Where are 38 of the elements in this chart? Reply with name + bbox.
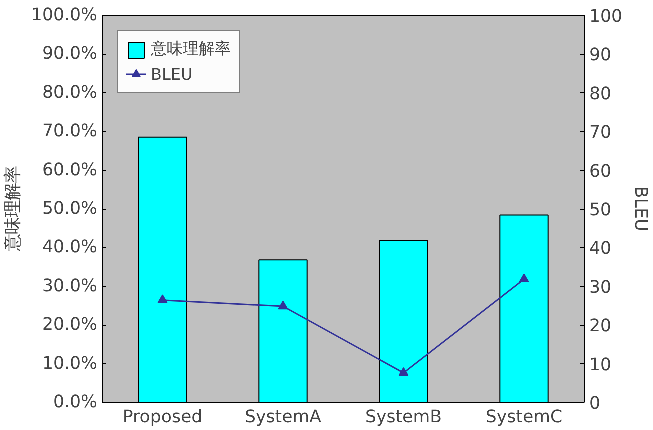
x-tick-label: SystemC	[486, 408, 563, 428]
y-tick-label: 20.0%	[42, 315, 98, 336]
y-tick-label: 80.0%	[42, 82, 98, 103]
y-tick-label: 90.0%	[42, 44, 98, 64]
y2-tick-label: 100	[590, 7, 623, 27]
y2-tick-label: 40	[590, 239, 612, 260]
bar	[138, 136, 188, 402]
point	[278, 300, 288, 310]
y2-tick-label: 70	[590, 123, 612, 144]
point	[398, 367, 409, 376]
y-tick-label: 0.0%	[53, 392, 98, 412]
y2-tick-label: 50	[590, 200, 612, 220]
y2-tick-label: 80	[590, 84, 612, 104]
y-tick-label: 100.0%	[31, 6, 98, 26]
y2-tick-label: 90	[590, 46, 612, 66]
y2-tick-label: 20	[590, 316, 612, 337]
legend-label: BLEU	[151, 64, 193, 84]
y2-tick-label: 10	[590, 355, 612, 376]
y-tick-label: 50.0%	[42, 199, 98, 219]
legend-label: 意味理解率	[151, 39, 231, 60]
y-tick-label: 10.0%	[42, 354, 98, 374]
point	[519, 274, 530, 283]
y2-tick-label: 30	[590, 278, 612, 298]
x-tick-label: SystemB	[366, 408, 442, 428]
y2-axis-title: BLEU	[630, 186, 651, 232]
x-tick-label: Proposed	[122, 408, 203, 428]
y-tick-label: 70.0%	[42, 122, 98, 142]
point	[158, 294, 168, 304]
bar	[379, 240, 428, 402]
bar	[500, 214, 549, 402]
bar	[258, 260, 308, 402]
y2-tick-label: 0	[590, 394, 601, 414]
y-tick-label: 60.0%	[42, 160, 98, 180]
y-axis-title: 意味理解率	[3, 166, 24, 252]
x-tick-label: SystemA	[245, 408, 322, 428]
y2-tick-label: 60	[590, 162, 612, 182]
y-tick-label: 30.0%	[42, 276, 98, 296]
y-tick-label: 40.0%	[42, 238, 98, 258]
